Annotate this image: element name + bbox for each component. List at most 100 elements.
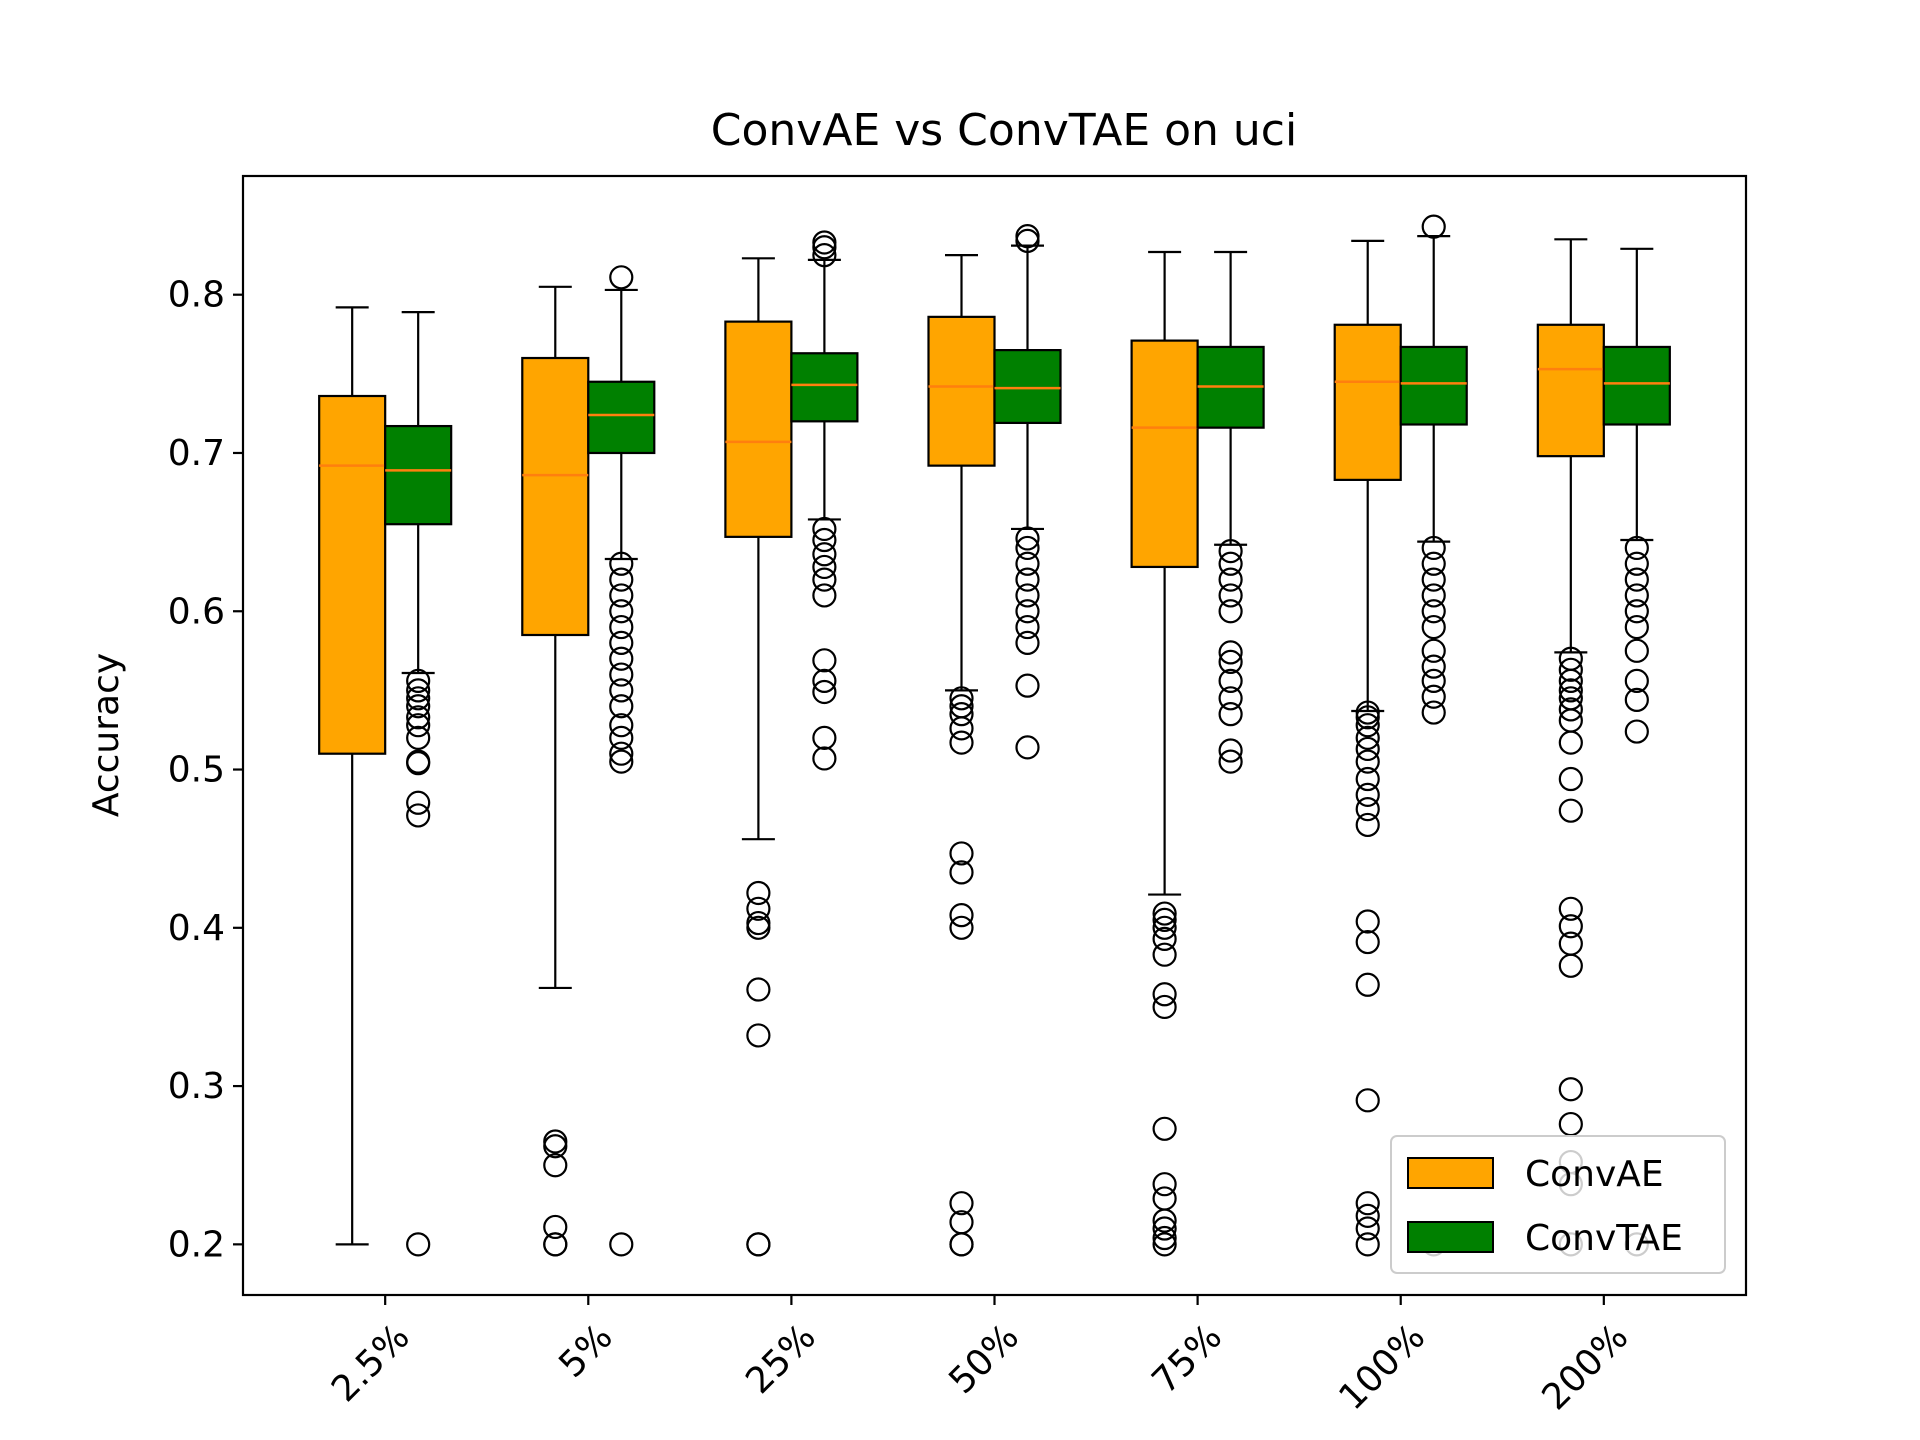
- outlier-point: [949, 860, 974, 885]
- outlier-point: [1015, 551, 1040, 576]
- outlier-point: [406, 725, 431, 750]
- y-tick-label: 0.4: [168, 908, 225, 949]
- outlier-point: [1218, 583, 1243, 608]
- outlier-point: [406, 749, 431, 774]
- outlier-point: [406, 678, 431, 703]
- outlier-point: [812, 527, 837, 553]
- outlier-point: [1624, 687, 1649, 712]
- box-iqr: [384, 424, 453, 526]
- legend-label-convae: ConvAE: [1525, 1154, 1664, 1195]
- outlier-point: [609, 551, 634, 576]
- outlier-point: [1558, 646, 1583, 671]
- convae-box-1: [318, 306, 387, 1246]
- outlier-point: [812, 583, 837, 608]
- plot-area: [318, 214, 1671, 1257]
- outlier-point: [812, 668, 837, 693]
- outlier-point: [1624, 551, 1649, 576]
- outlier-point: [543, 1232, 568, 1257]
- outlier-point: [609, 614, 634, 640]
- outlier-point: [1015, 567, 1040, 592]
- box-iqr: [587, 380, 656, 455]
- convtae-box-7: [1602, 247, 1671, 1257]
- outlier-point: [406, 694, 431, 719]
- outlier-point: [1218, 640, 1243, 665]
- outlier-point: [1421, 214, 1446, 239]
- outlier-point: [812, 542, 837, 567]
- outlier-point: [949, 730, 974, 755]
- outlier-point: [1421, 654, 1446, 679]
- outlier-point: [1355, 782, 1380, 807]
- outlier-point: [1355, 812, 1380, 838]
- outlier-point: [609, 1232, 634, 1257]
- outlier-point: [746, 910, 771, 936]
- outlier-point: [1421, 614, 1446, 640]
- convtae-box-3: [790, 230, 859, 771]
- outlier-point: [1355, 1232, 1380, 1257]
- outlier-point: [1421, 567, 1446, 592]
- outlier-point: [609, 265, 634, 290]
- outlier-point: [812, 725, 837, 750]
- box-iqr: [1399, 345, 1468, 426]
- outlier-point: [1355, 749, 1380, 774]
- outlier-point: [406, 668, 431, 693]
- outlier-point: [1015, 583, 1040, 608]
- outlier-point: [1218, 668, 1243, 693]
- outlier-point: [609, 725, 634, 750]
- outlier-point: [812, 648, 837, 673]
- outlier-point: [1355, 929, 1380, 955]
- outlier-point: [746, 896, 771, 921]
- y-tick-label: 0.3: [168, 1066, 225, 1107]
- outlier-point: [1218, 649, 1243, 675]
- outlier-point: [1218, 738, 1243, 763]
- legend: ConvAE ConvTAE: [1390, 1135, 1726, 1274]
- outlier-point: [1421, 599, 1446, 624]
- outlier-point: [1015, 673, 1040, 698]
- outlier-point: [1624, 567, 1649, 592]
- outlier-point: [1355, 1088, 1380, 1113]
- outlier-point: [1355, 766, 1380, 792]
- outlier-point: [1152, 1216, 1177, 1241]
- outlier-point: [1421, 684, 1446, 709]
- outlier-point: [1624, 599, 1649, 624]
- outlier-point: [1015, 526, 1040, 551]
- outlier-point: [1015, 535, 1040, 561]
- box-iqr: [724, 320, 793, 538]
- outlier-point: [812, 516, 837, 542]
- outlier-point: [543, 1153, 568, 1178]
- convae-box-6: [1333, 239, 1402, 1257]
- outlier-point: [1015, 630, 1040, 656]
- outlier-point: [1421, 668, 1446, 693]
- convae-box-2: [521, 285, 590, 1257]
- outlier-point: [949, 1210, 974, 1235]
- chart-title: ConvAE vs ConvTAE on uci: [711, 105, 1297, 156]
- outlier-point: [1558, 678, 1583, 703]
- convtae-box-2: [587, 265, 656, 1257]
- outlier-point: [1218, 539, 1243, 564]
- outlier-point: [1152, 982, 1177, 1007]
- outlier-point: [609, 646, 634, 671]
- outlier-point: [1558, 766, 1583, 792]
- outlier-point: [1218, 686, 1243, 711]
- convtae-box-6: [1399, 214, 1468, 1257]
- outlier-point: [609, 749, 634, 774]
- outlier-point: [746, 880, 771, 906]
- outlier-point: [1152, 901, 1177, 926]
- outlier-point: [1355, 700, 1380, 725]
- outlier-point: [1355, 1191, 1380, 1216]
- outlier-point: [1218, 599, 1243, 624]
- outlier-point: [1152, 1225, 1177, 1251]
- outlier-point: [1218, 749, 1243, 774]
- outlier-point: [1015, 735, 1040, 760]
- outlier-point: [1355, 909, 1380, 934]
- outlier-point: [609, 678, 634, 703]
- outlier-point: [949, 915, 974, 940]
- outlier-point: [1558, 697, 1583, 722]
- outlier-point: [1355, 796, 1380, 822]
- outlier-point: [1558, 686, 1583, 711]
- outlier-point: [1152, 915, 1177, 940]
- outlier-point: [1355, 736, 1380, 762]
- outlier-point: [1421, 638, 1446, 663]
- y-tick-label: 0.5: [168, 750, 225, 791]
- legend-swatch-convae: [1407, 1157, 1494, 1189]
